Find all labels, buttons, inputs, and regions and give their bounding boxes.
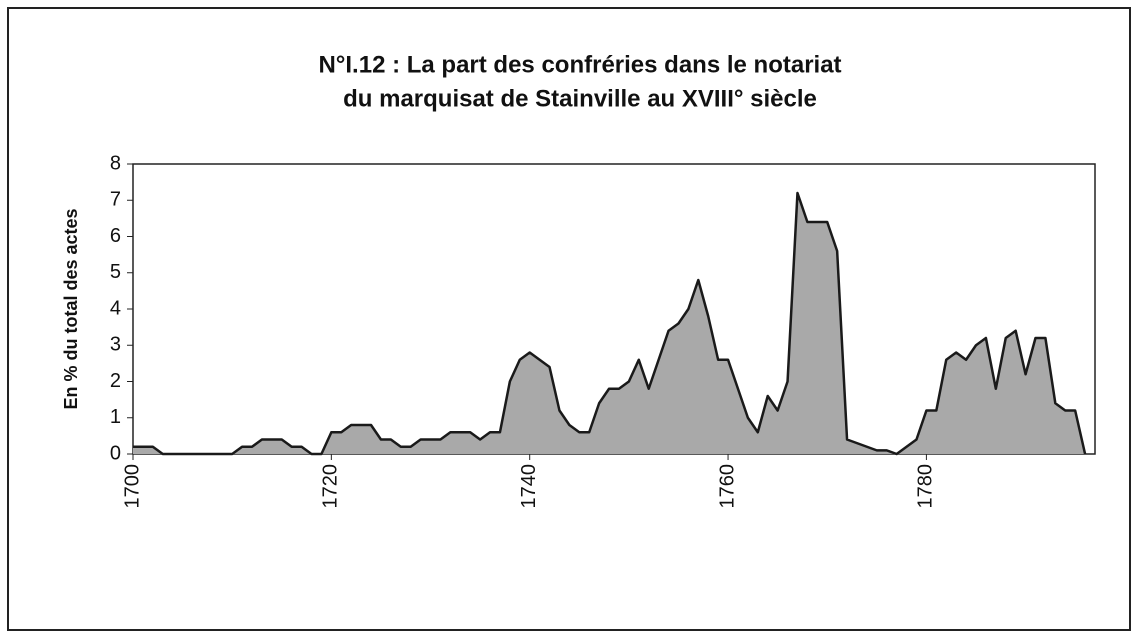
y-tick-label: 0	[110, 442, 121, 464]
y-tick-label: 5	[110, 261, 121, 283]
area-line	[133, 191, 1087, 456]
y-axis-label: En % du total des actes	[61, 208, 81, 409]
frame	[7, 7, 1131, 631]
x-tick-label: 1760	[716, 464, 738, 509]
x-tick-label: 1720	[320, 464, 342, 509]
x-tick-label: 1740	[518, 464, 540, 509]
chart-title: du marquisat de Stainville au XVIII° siè…	[343, 85, 817, 112]
y-tick-label: 7	[110, 189, 121, 211]
x-tick-label: 1700	[121, 464, 143, 509]
x-tick-label: 1780	[915, 464, 937, 509]
area-fill	[133, 193, 1086, 454]
y-tick-label: 3	[110, 334, 121, 356]
y-tick-label: 2	[110, 370, 121, 392]
chart-title: N°I.12 : La part des confréries dans le …	[318, 51, 841, 78]
y-tick-label: 6	[110, 225, 121, 247]
y-tick-label: 8	[110, 152, 121, 174]
y-tick-label: 1	[110, 406, 121, 428]
y-tick-label: 4	[110, 297, 121, 319]
